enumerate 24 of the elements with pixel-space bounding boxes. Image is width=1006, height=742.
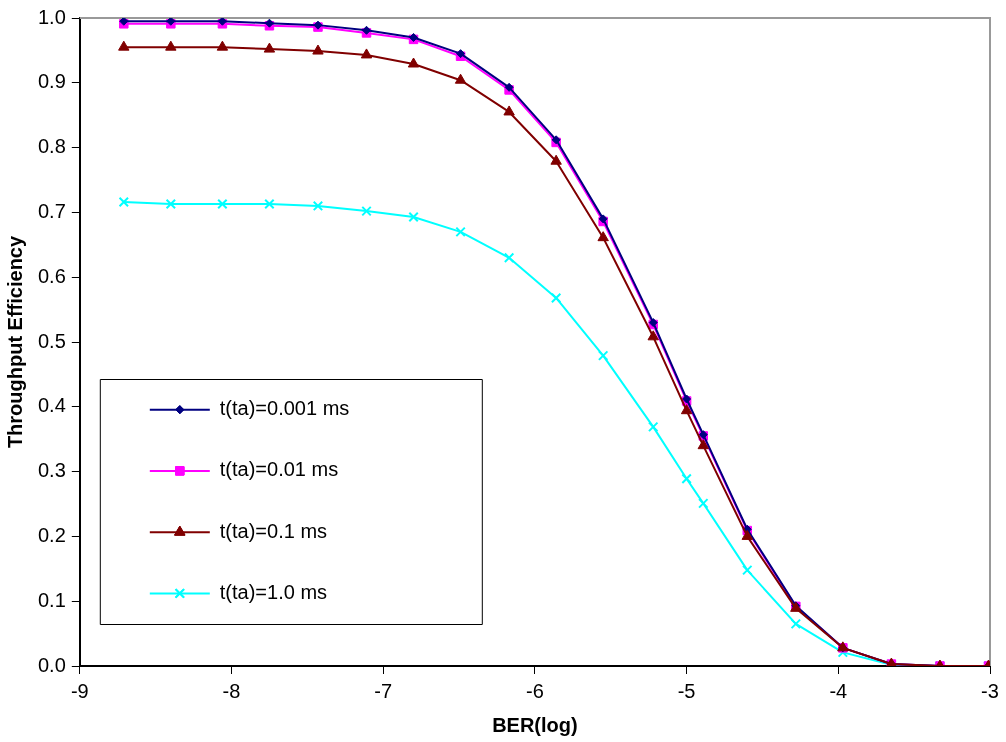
x-tick-label: -4 xyxy=(829,679,848,702)
y-tick-label: 1.0 xyxy=(37,5,66,28)
y-tick-label: 0.5 xyxy=(37,329,66,352)
y-tick-label: 0.7 xyxy=(37,199,66,222)
y-tick-label: 0.0 xyxy=(37,653,66,676)
y-tick-label: 0.8 xyxy=(37,135,66,158)
y-tick-label: 0.1 xyxy=(37,588,66,611)
x-tick-label: -9 xyxy=(70,679,89,702)
x-tick-label: -7 xyxy=(374,679,393,702)
y-axis-title: Throughput Efficiency xyxy=(3,235,26,449)
y-tick-label: 0.2 xyxy=(37,523,66,546)
y-tick-label: 0.9 xyxy=(37,70,66,93)
x-tick-label: -8 xyxy=(222,679,241,702)
legend-label: t(ta)=0.01 ms xyxy=(219,458,339,481)
legend-label: t(ta)=1.0 ms xyxy=(219,580,328,603)
x-tick-label: -5 xyxy=(677,679,696,702)
legend-label: t(ta)=0.1 ms xyxy=(219,519,328,542)
y-tick-label: 0.3 xyxy=(37,459,66,482)
x-axis-title: BER(log) xyxy=(492,713,578,736)
y-tick-label: 0.6 xyxy=(37,264,66,287)
x-tick-label: -6 xyxy=(526,679,544,702)
y-tick-label: 0.4 xyxy=(37,394,66,417)
x-tick-label: -3 xyxy=(981,679,999,702)
legend-label: t(ta)=0.001 ms xyxy=(219,397,350,420)
